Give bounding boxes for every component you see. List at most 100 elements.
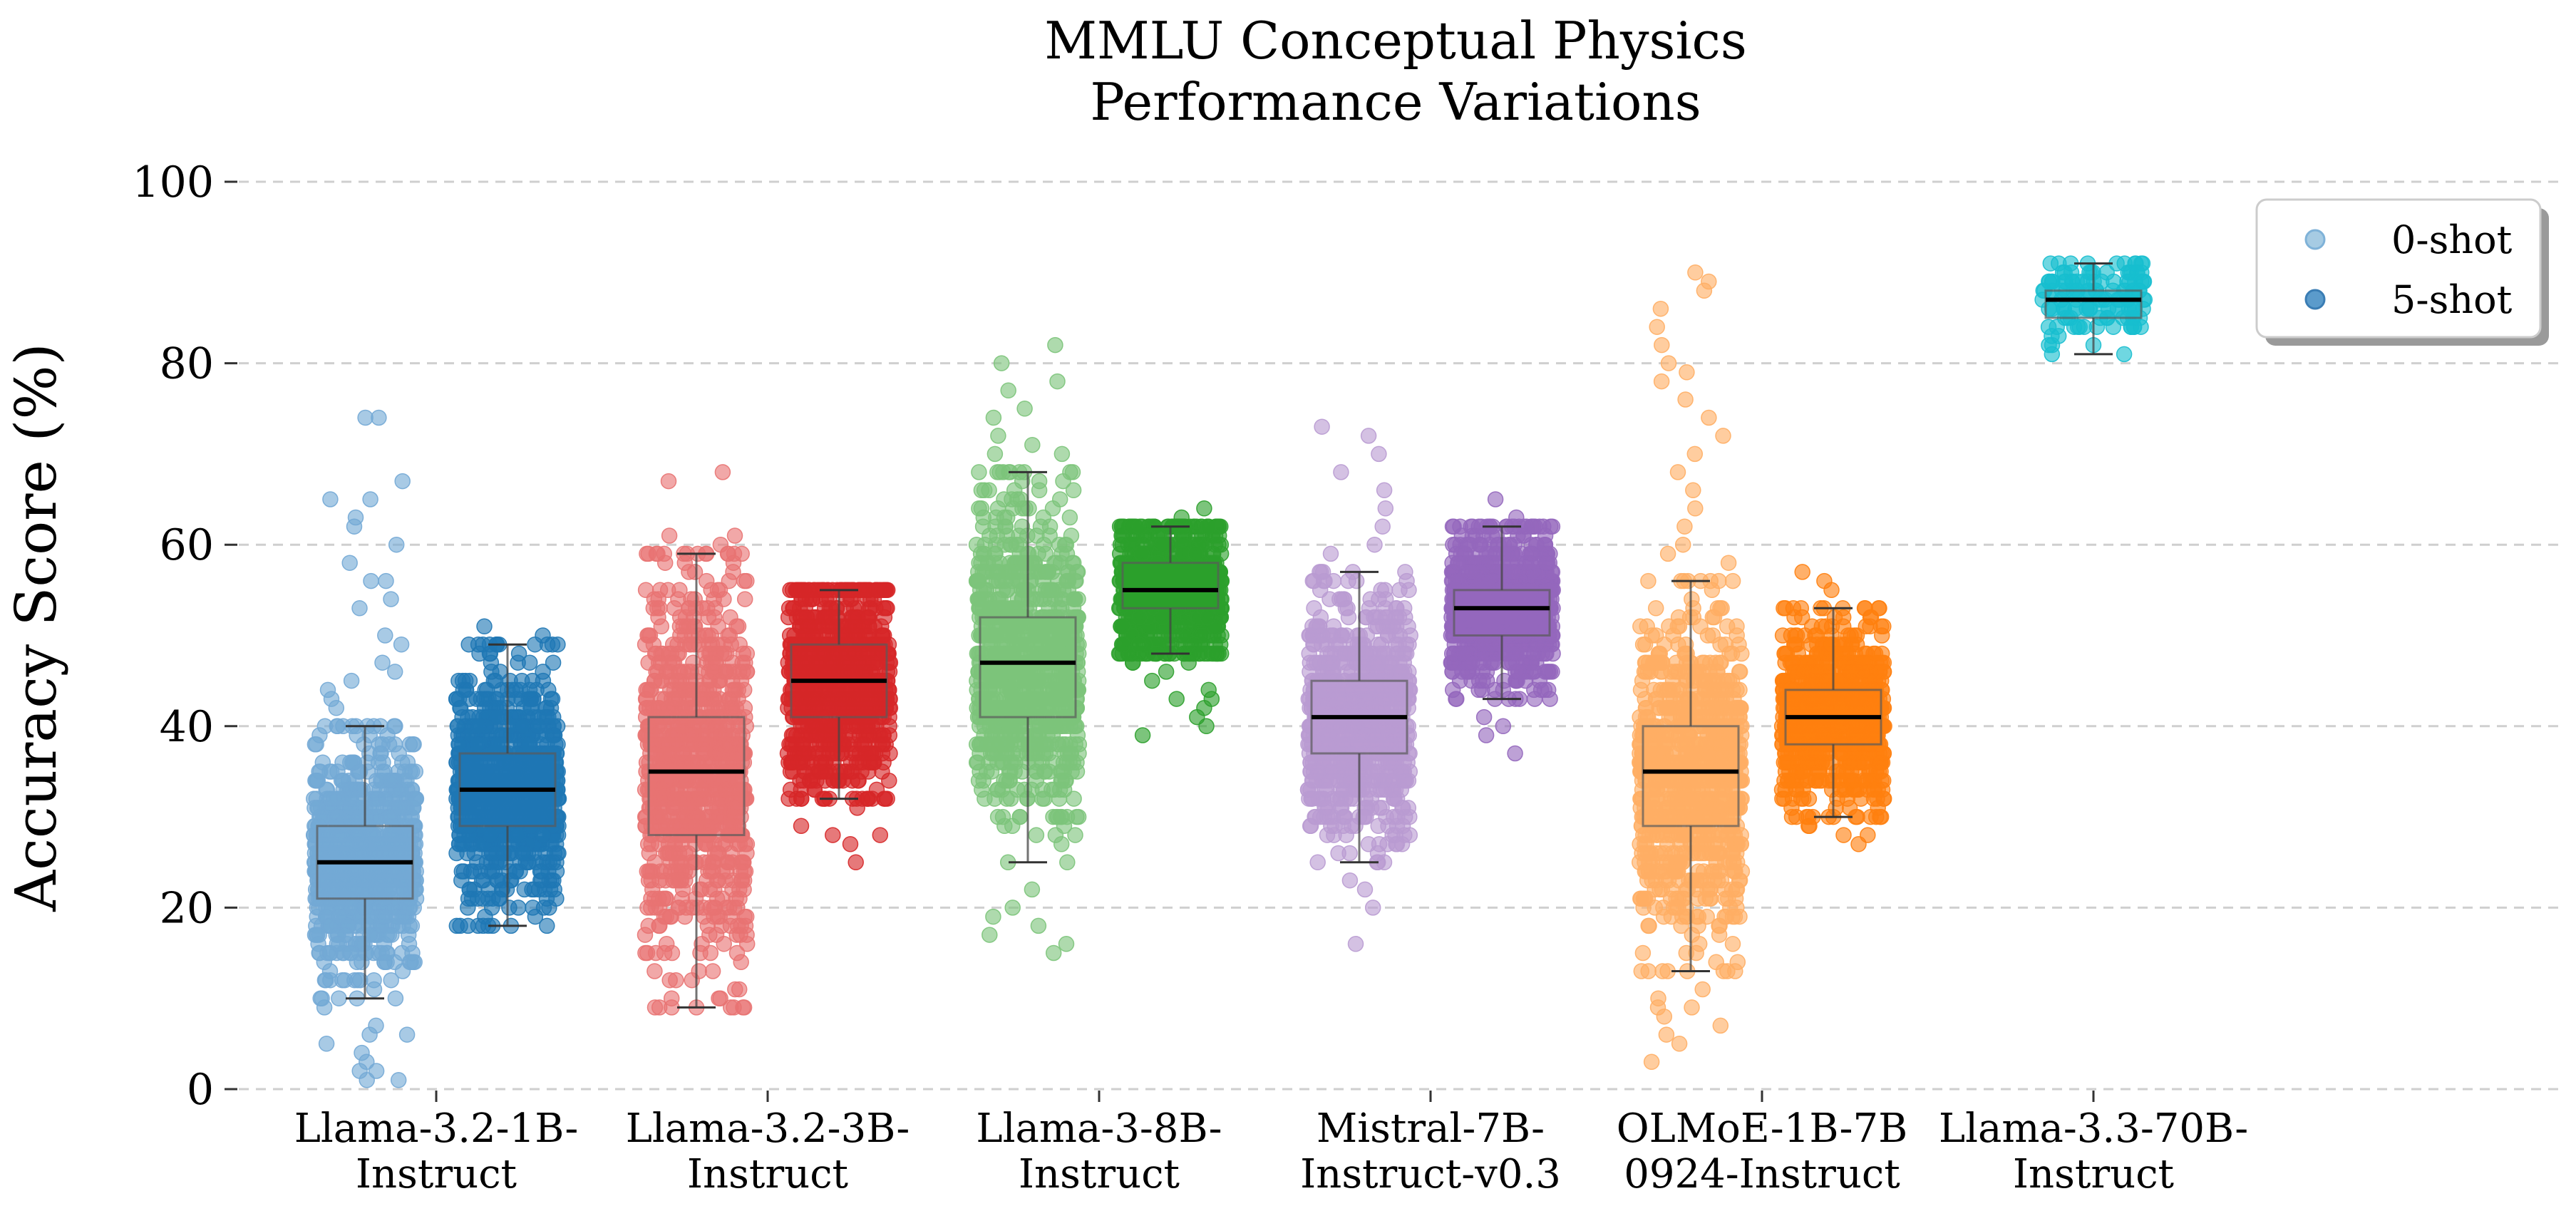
outlier-point-llama-3-2-1b-instruct-0-shot [386,664,403,680]
point-llama-3-2-3b-instruct-0-shot [666,681,683,699]
point-llama-3-8b-instruct-0-shot [1067,827,1083,843]
point-llama-3-2-3b-instruct-0-shot [731,981,748,998]
point-llama-3-2-3b-instruct-5-shot [806,781,823,798]
point-llama-3-8b-instruct-0-shot [1061,509,1078,526]
outlier-point-llama-3-2-1b-instruct-0-shot [357,409,373,426]
point-llama-3-2-3b-instruct-0-shot [674,890,691,907]
point-llama-3-2-3b-instruct-5-shot [838,591,855,607]
point-llama-3-8b-instruct-0-shot [1028,827,1045,843]
point-llama-3-2-1b-instruct-0-shot [383,972,399,989]
point-llama-3-2-3b-instruct-0-shot [723,636,739,653]
point-llama-3-8b-instruct-0-shot [1032,591,1049,607]
outlier-point-llama-3-2-3b-instruct-0-shot [714,464,731,480]
point-llama-3-2-3b-instruct-0-shot [639,944,656,962]
outlier-point-llama-3-2-1b-instruct-0-shot [368,1017,384,1034]
point-llama-3-8b-instruct-0-shot [1063,745,1080,762]
point-llama-3-2-3b-instruct-0-shot [738,664,756,680]
point-llama-3-2-1b-instruct-0-shot [351,808,369,825]
point-llama-3-2-3b-instruct-0-shot [730,618,747,635]
point-llama-3-2-1b-instruct-5-shot [482,827,499,843]
outlier-point-llama-3-2-1b-instruct-0-shot [371,409,387,426]
point-llama-3-8b-instruct-0-shot [1053,836,1070,852]
point-llama-3-2-3b-instruct-5-shot [785,600,801,617]
point-llama-3-8b-instruct-0-shot [977,790,993,807]
outlier-point-llama-3-2-1b-instruct-0-shot [388,536,405,553]
point-llama-3-2-1b-instruct-0-shot [331,990,347,1006]
point-llama-3-8b-instruct-0-shot [972,736,988,753]
point-llama-3-8b-instruct-0-shot [997,600,1014,617]
point-llama-3-8b-instruct-0-shot [998,745,1015,762]
point-llama-3-2-1b-instruct-5-shot [545,654,562,671]
point-llama-3-8b-instruct-0-shot [1055,473,1071,490]
point-llama-3-8b-instruct-0-shot [1021,736,1038,753]
point-llama-3-8b-instruct-0-shot [1053,808,1070,825]
point-llama-3-2-1b-instruct-0-shot [317,972,334,989]
point-llama-3-2-3b-instruct-5-shot [782,781,799,798]
outlier-point-llama-3-8b-instruct-0-shot [1049,373,1066,390]
outlier-point-llama-3-2-3b-instruct-5-shot [793,818,810,835]
point-llama-3-2-1b-instruct-0-shot [406,954,423,971]
outlier-point-llama-3-8b-instruct-0-shot [1024,881,1041,898]
point-llama-3-2-3b-instruct-0-shot [738,645,756,662]
outlier-point-llama-3-8b-instruct-0-shot [1030,917,1047,934]
point-llama-3-2-3b-instruct-5-shot [877,600,894,617]
point-llama-3-8b-instruct-0-shot [996,818,1013,835]
outlier-point-llama-3-2-1b-instruct-0-shot [378,572,394,589]
point-llama-3-8b-instruct-0-shot [1035,509,1052,526]
point-llama-3-2-1b-instruct-0-shot [398,1026,416,1043]
point-llama-3-2-1b-instruct-5-shot [492,664,509,680]
point-llama-3-8b-instruct-0-shot [973,500,990,517]
point-llama-3-2-1b-instruct-5-shot [470,718,487,735]
point-llama-3-2-3b-instruct-0-shot [709,872,726,889]
point-llama-3-2-1b-instruct-5-shot [530,881,547,898]
point-llama-3-8b-instruct-0-shot [971,464,987,480]
point-llama-3-2-1b-instruct-0-shot [309,800,326,816]
point-llama-3-2-3b-instruct-0-shot [733,545,750,562]
point-llama-3-8b-instruct-0-shot [1060,582,1077,599]
point-llama-3-2-3b-instruct-5-shot [876,790,892,807]
point-llama-3-2-3b-instruct-5-shot [845,609,861,626]
point-llama-3-2-1b-instruct-0-shot [377,790,394,807]
point-llama-3-8b-instruct-0-shot [1002,790,1019,807]
point-llama-3-2-1b-instruct-0-shot [378,944,395,962]
outlier-point-llama-3-2-1b-instruct-0-shot [374,654,391,671]
point-llama-3-2-1b-instruct-0-shot [309,772,326,789]
outlier-point-llama-3-2-1b-instruct-0-shot [393,636,410,653]
outlier-point-llama-3-2-1b-instruct-0-shot [346,518,363,535]
point-llama-3-2-1b-instruct-5-shot [520,736,537,753]
point-llama-3-2-3b-instruct-5-shot [799,627,815,644]
point-llama-3-2-1b-instruct-0-shot [361,927,378,943]
outlier-point-llama-3-8b-instruct-0-shot [1024,436,1041,453]
point-llama-3-2-1b-instruct-5-shot [512,681,529,699]
point-llama-3-8b-instruct-0-shot [1070,808,1087,825]
point-llama-3-2-3b-instruct-0-shot [732,863,748,880]
point-llama-3-8b-instruct-0-shot [1040,564,1056,580]
outlier-point-llama-3-2-1b-instruct-0-shot [351,600,368,617]
point-llama-3-2-1b-instruct-0-shot [308,736,324,753]
point-llama-3-8b-instruct-0-shot [1059,854,1076,871]
point-llama-3-8b-instruct-0-shot [1051,491,1068,507]
outlier-point-llama-3-8b-instruct-0-shot [985,908,1001,925]
point-llama-3-8b-instruct-0-shot [1051,781,1068,798]
point-llama-3-2-3b-instruct-0-shot [706,681,722,699]
point-llama-3-8b-instruct-0-shot [989,464,1006,480]
point-llama-3-2-1b-instruct-5-shot [489,736,506,753]
point-llama-3-8b-instruct-0-shot [1066,790,1082,807]
point-llama-3-2-3b-instruct-0-shot [639,863,656,880]
point-llama-3-2-1b-instruct-5-shot [450,718,466,735]
outlier-point-llama-3-2-1b-instruct-0-shot [341,555,358,571]
point-llama-3-2-3b-instruct-0-shot [686,854,704,871]
point-llama-3-2-3b-instruct-0-shot [711,990,727,1006]
outlier-point-llama-3-8b-instruct-0-shot [1047,336,1063,354]
point-llama-3-2-3b-instruct-0-shot [691,691,709,707]
outlier-point-llama-3-2-1b-instruct-0-shot [343,672,360,689]
outlier-point-llama-3-8b-instruct-0-shot [1045,944,1062,962]
point-llama-3-2-3b-instruct-0-shot [676,908,694,925]
point-llama-3-2-3b-instruct-0-shot [733,954,749,971]
outlier-point-llama-3-2-1b-instruct-0-shot [363,572,379,589]
outlier-point-llama-3-2-3b-instruct-0-shot [726,527,743,544]
point-llama-3-2-3b-instruct-0-shot [703,582,719,599]
point-llama-3-2-3b-instruct-0-shot [669,636,686,653]
point-llama-3-8b-instruct-0-shot [989,781,1006,798]
